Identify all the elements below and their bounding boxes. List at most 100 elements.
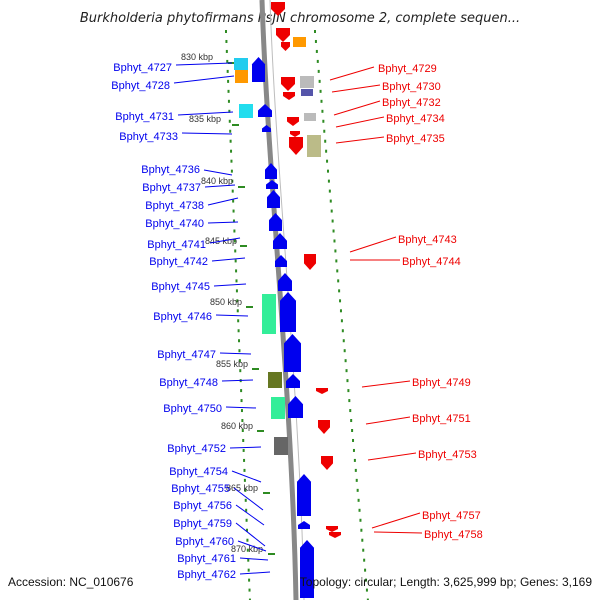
forward-gene-arrow[interactable] [262, 125, 271, 132]
forward-gene-arrow[interactable] [286, 374, 300, 388]
gene-label[interactable]: Bphyt_4743 [398, 234, 457, 246]
forward-gene-arrow[interactable] [284, 334, 301, 372]
gene-label[interactable]: Bphyt_4745 [151, 281, 210, 293]
gene-label[interactable]: Bphyt_4732 [382, 97, 441, 109]
gene-label[interactable]: Bphyt_4757 [422, 510, 481, 522]
forward-gene-arrow[interactable] [267, 190, 280, 208]
reverse-gene-arrow[interactable] [287, 117, 299, 126]
left-gene-label[interactable]: Bphyt_4752 [167, 443, 262, 455]
reverse-gene-arrow[interactable] [329, 532, 341, 538]
gene-label[interactable]: Bphyt_4740 [145, 218, 204, 230]
left-gene-label[interactable]: Bphyt_4737 [142, 182, 236, 194]
right-gene-label[interactable]: Bphyt_4732 [333, 97, 441, 116]
gene-label[interactable]: Bphyt_4737 [142, 182, 201, 194]
reverse-gene-arrow[interactable] [318, 420, 330, 434]
gene-label[interactable]: Bphyt_4753 [418, 449, 477, 461]
gene-label[interactable]: Bphyt_4733 [119, 131, 178, 143]
left-gene-label[interactable]: Bphyt_4750 [163, 403, 257, 415]
gene-label[interactable]: Bphyt_4744 [402, 256, 461, 268]
gene-label[interactable]: Bphyt_4751 [412, 413, 471, 425]
gene-label[interactable]: Bphyt_4754 [169, 466, 228, 478]
gene-label[interactable]: Bphyt_4752 [167, 443, 226, 455]
right-gene-label[interactable]: Bphyt_4735 [335, 133, 445, 145]
gene-label[interactable]: Bphyt_4756 [173, 500, 232, 512]
gene-label[interactable]: Bphyt_4728 [111, 80, 170, 92]
reverse-gene-arrow[interactable] [281, 42, 290, 51]
gene-label[interactable]: Bphyt_4748 [159, 377, 218, 389]
gene-label[interactable]: Bphyt_4762 [177, 569, 236, 581]
reverse-gene-arrow[interactable] [289, 137, 303, 155]
forward-gene-arrow[interactable] [258, 104, 272, 117]
gene-label[interactable]: Bphyt_4727 [113, 62, 172, 74]
left-gene-label[interactable]: Bphyt_4736 [141, 164, 233, 176]
left-gene-label[interactable]: Bphyt_4748 [159, 377, 254, 389]
reverse-gene-arrow[interactable] [316, 388, 328, 394]
gene-label[interactable]: Bphyt_4759 [173, 518, 232, 530]
forward-gene-arrow[interactable] [278, 273, 292, 291]
right-gene-label[interactable]: Bphyt_4749 [361, 377, 471, 389]
left-gene-label[interactable]: Bphyt_4741 [147, 237, 241, 251]
forward-gene-arrow[interactable] [300, 540, 314, 598]
left-gene-label[interactable]: Bphyt_4740 [145, 218, 239, 230]
reverse-gene-arrow[interactable] [290, 131, 300, 137]
forward-gene-arrow[interactable] [297, 474, 311, 516]
gene-label[interactable]: Bphyt_4761 [177, 553, 236, 565]
left-gene-label[interactable]: Bphyt_4746 [153, 311, 249, 323]
left-gene-label[interactable]: Bphyt_4728 [111, 75, 235, 92]
left-gene-label[interactable]: Bphyt_4761 [177, 553, 269, 565]
gene-label[interactable]: Bphyt_4741 [147, 239, 206, 251]
left-gene-label[interactable]: Bphyt_4759 [173, 518, 266, 547]
forward-gene-arrow[interactable] [266, 180, 278, 189]
left-gene-label[interactable]: Bphyt_4731 [115, 111, 234, 123]
gene-label[interactable]: Bphyt_4729 [378, 63, 437, 75]
gene-label[interactable]: Bphyt_4730 [382, 81, 441, 93]
reverse-gene-arrow[interactable] [281, 77, 295, 91]
gene-label[interactable]: Bphyt_4760 [175, 536, 234, 548]
gene-label[interactable]: Bphyt_4750 [163, 403, 222, 415]
left-gene-label[interactable]: Bphyt_4733 [119, 131, 233, 143]
gene-label[interactable]: Bphyt_4749 [412, 377, 471, 389]
forward-gene-arrow[interactable] [298, 521, 310, 529]
gene-label[interactable]: Bphyt_4742 [149, 256, 208, 268]
forward-gene-arrow[interactable] [252, 57, 265, 82]
gene-label[interactable]: Bphyt_4738 [145, 200, 204, 212]
right-gene-label[interactable]: Bphyt_4758 [373, 529, 483, 541]
left-gene-label[interactable]: Bphyt_4742 [149, 256, 246, 268]
reverse-gene-arrow[interactable] [283, 92, 295, 100]
gene-label[interactable]: Bphyt_4758 [424, 529, 483, 541]
right-gene-label[interactable]: Bphyt_4743 [349, 234, 457, 253]
gene-label[interactable]: Bphyt_4746 [153, 311, 212, 323]
gene-label[interactable]: Bphyt_4731 [115, 111, 174, 123]
gene-label[interactable]: Bphyt_4736 [141, 164, 200, 176]
left-gene-label[interactable]: Bphyt_4747 [157, 349, 252, 361]
gene-label[interactable]: Bphyt_4747 [157, 349, 216, 361]
gene-label[interactable]: Bphyt_4734 [386, 113, 445, 125]
forward-gene-arrow[interactable] [288, 396, 303, 418]
reverse-gene-arrow[interactable] [321, 456, 333, 470]
forward-gene-arrow[interactable] [275, 255, 287, 267]
right-gene-label[interactable]: Bphyt_4729 [329, 63, 437, 81]
right-gene-label[interactable]: Bphyt_4734 [335, 113, 445, 128]
right-gene-label[interactable]: Bphyt_4751 [365, 413, 471, 425]
reverse-gene-arrow[interactable] [276, 28, 290, 42]
forward-gene-arrow[interactable] [265, 163, 277, 179]
right-gene-label[interactable]: Bphyt_4730 [331, 81, 441, 93]
gene-label[interactable]: Bphyt_4735 [386, 133, 445, 145]
reverse-gene-arrow[interactable] [304, 254, 316, 270]
left-gene-label[interactable]: Bphyt_4762 [177, 569, 271, 581]
reverse-gene-arrow[interactable] [271, 2, 285, 16]
left-gene-label[interactable]: Bphyt_4727 [113, 62, 233, 74]
left-gene-label[interactable]: Bphyt_4754 [169, 466, 262, 483]
left-gene-label[interactable]: Bphyt_4756 [173, 500, 265, 526]
gene-label[interactable]: Bphyt_4755 [171, 483, 230, 495]
right-gene-label[interactable]: Bphyt_4753 [367, 449, 477, 461]
right-gene-label[interactable]: Bphyt_4757 [371, 510, 481, 529]
forward-gene-arrow[interactable] [269, 213, 282, 231]
right-gene-label[interactable]: Bphyt_4744 [350, 256, 461, 268]
reverse-gene-arrow[interactable] [326, 526, 338, 532]
forward-gene-arrow[interactable] [273, 233, 287, 249]
left-gene-label[interactable]: Bphyt_4738 [145, 197, 239, 212]
left-gene-label[interactable]: Bphyt_4745 [151, 281, 247, 293]
forward-gene-arrow[interactable] [280, 292, 296, 332]
left-gene-label[interactable]: Bphyt_4760 [175, 536, 267, 552]
